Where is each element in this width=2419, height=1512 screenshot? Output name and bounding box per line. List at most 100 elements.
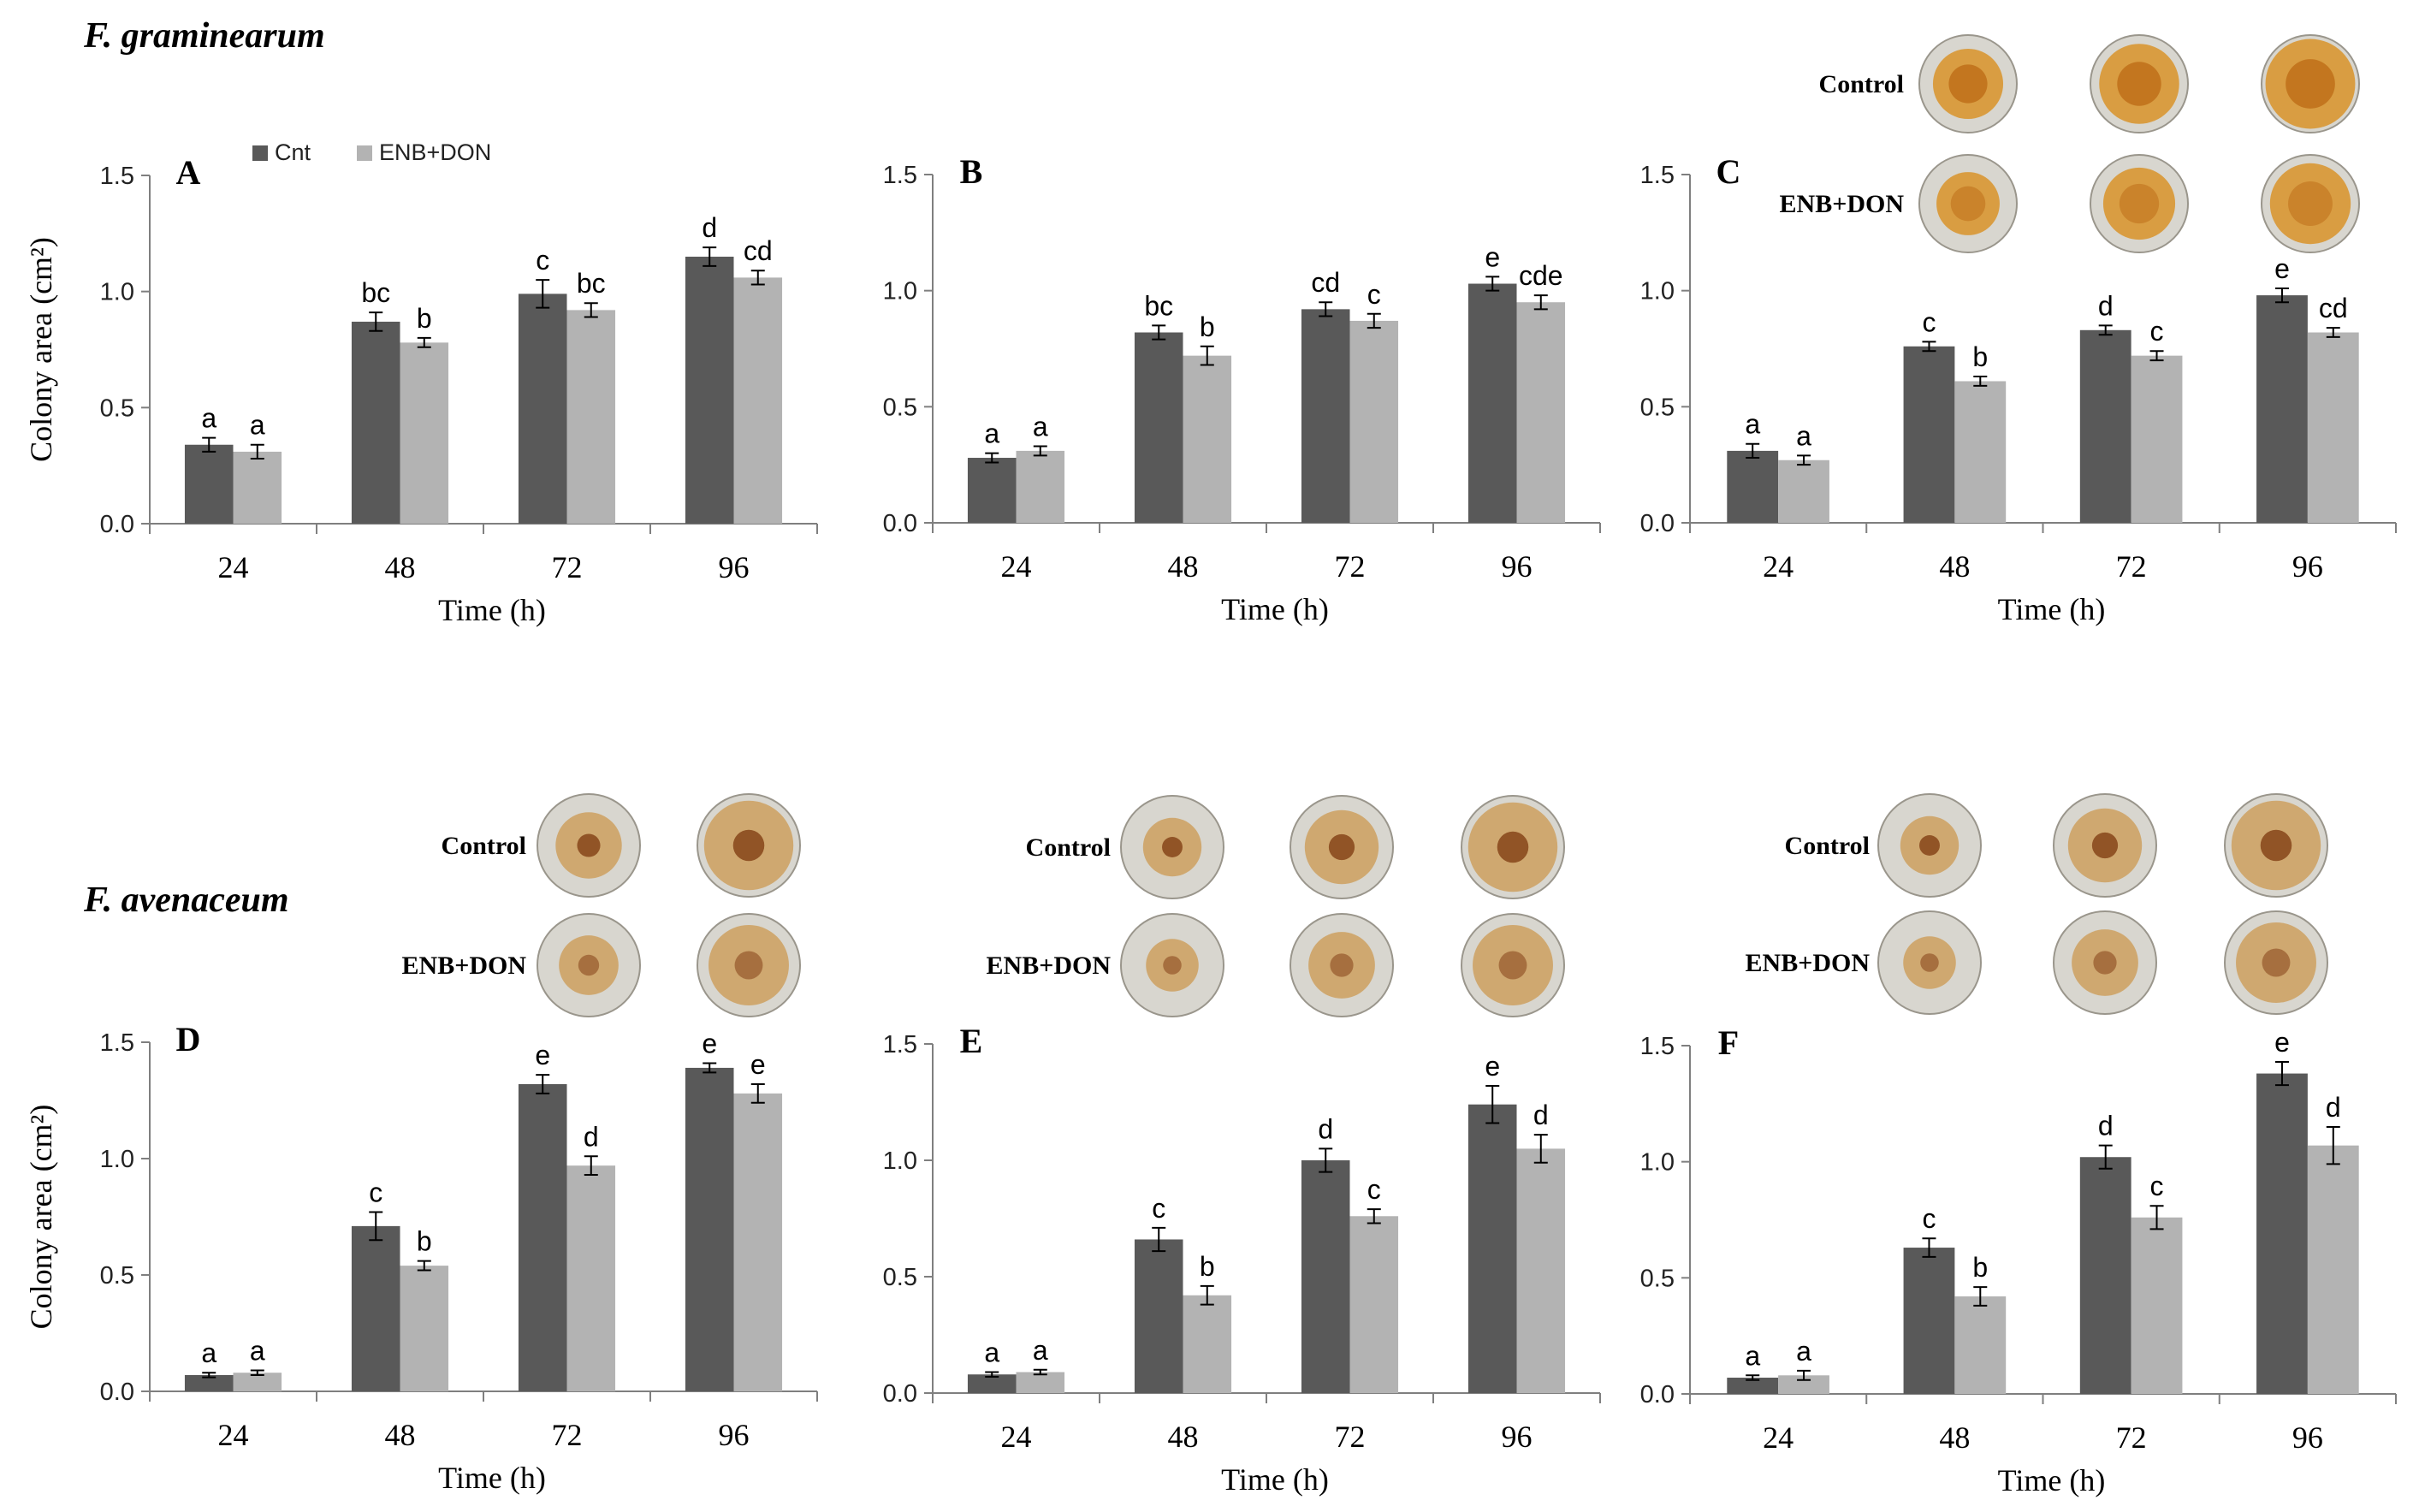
bar-cnt — [685, 256, 734, 524]
significance-letter: c — [1152, 1193, 1165, 1224]
colony-dish-control — [1461, 795, 1565, 899]
y-tick-label: 0.5 — [883, 1264, 917, 1291]
colony-dish-control — [1877, 793, 1982, 898]
x-tick-label: 48 — [385, 1418, 416, 1452]
bar-enb-don — [2131, 355, 2183, 523]
dish-label-control: Control — [1026, 833, 1111, 862]
colony-dish-control — [1290, 795, 1394, 899]
y-tick-label: 0.5 — [1640, 1265, 1675, 1292]
colony-dish-enb-don — [2053, 910, 2157, 1015]
significance-letter: b — [1200, 311, 1215, 342]
x-axis-title: Time (h) — [438, 593, 546, 627]
significance-letter: c — [2150, 1171, 2164, 1201]
significance-letter: cd — [2319, 293, 2348, 323]
significance-letter: c — [1367, 279, 1381, 310]
x-tick-label: 96 — [1502, 1420, 1533, 1454]
x-tick-label: 72 — [1335, 1420, 1366, 1454]
bar-cnt — [1134, 332, 1183, 523]
y-tick-label: 1.5 — [1640, 162, 1675, 189]
x-tick-label: 72 — [1335, 549, 1366, 584]
bar-enb-don — [1183, 1295, 1232, 1393]
x-tick-label: 48 — [385, 550, 416, 584]
bar-cnt — [967, 1374, 1017, 1393]
colony-center — [2119, 183, 2160, 224]
chart-panel-f: 0.0 0.5 1.0 1.5 24 48 72 96 Time (h) Fa c d e a b c d Con… — [1640, 793, 2397, 1497]
bar-cnt — [1301, 309, 1350, 523]
x-tick-label: 24 — [1001, 1420, 1032, 1454]
significance-letter: cd — [744, 235, 773, 266]
significance-letter: cd — [1311, 267, 1340, 298]
bar-cnt — [1727, 450, 1779, 523]
y-tick-label: 0.0 — [883, 510, 917, 537]
bar-enb-don — [1349, 1216, 1399, 1393]
colony-dish-control — [2090, 34, 2189, 133]
x-axis-title: Time (h) — [1221, 1462, 1329, 1497]
significance-letter: d — [702, 212, 717, 243]
x-tick-label: 72 — [552, 1418, 583, 1452]
panel-letter: F — [1718, 1023, 1739, 1062]
bar-cnt — [184, 1374, 234, 1391]
bar-enb-don — [733, 1093, 783, 1391]
bar-cnt — [1903, 1248, 1955, 1394]
significance-letter: e — [1485, 1051, 1500, 1082]
y-tick-label: 0.0 — [883, 1380, 917, 1408]
bar-enb-don — [1516, 302, 1566, 523]
colony-center — [1920, 953, 1939, 972]
y-tick-label: 0.5 — [100, 394, 134, 422]
colony-dish-control — [2261, 34, 2360, 133]
chart-panel-d: 0.0 0.5 1.0 1.5 24 48 72 96 Time (h) Colony area … — [24, 793, 818, 1495]
x-axis-title: Time (h) — [1221, 592, 1329, 626]
dish-label-enb-don: ENB+DON — [1746, 949, 1871, 977]
colony-center — [2288, 181, 2333, 226]
significance-letter: b — [1972, 1252, 1988, 1283]
colony-center — [1919, 835, 1940, 856]
bar-enb-don — [2131, 1217, 2183, 1394]
bar-cnt — [351, 321, 400, 524]
significance-letter: b — [417, 303, 432, 334]
y-tick-label: 1.0 — [883, 278, 917, 305]
bar-cnt — [1903, 346, 1955, 523]
significance-letter: cde — [1519, 260, 1563, 291]
colony-dish-enb-don — [1120, 913, 1224, 1017]
significance-letter: e — [702, 1028, 717, 1058]
colony-dish-enb-don — [1918, 154, 2018, 253]
bar-cnt — [351, 1225, 400, 1391]
bar-enb-don — [566, 1165, 616, 1391]
x-tick-label: 96 — [1502, 549, 1533, 584]
colony-center — [2093, 951, 2117, 975]
colony-center — [1163, 956, 1182, 975]
y-tick-label: 0.0 — [1640, 510, 1675, 537]
colony-center — [734, 951, 763, 980]
dish-label-control: Control — [1819, 70, 1904, 98]
significance-letter: c — [2150, 316, 2164, 347]
bar-enb-don — [733, 277, 783, 524]
panel-letter: B — [960, 152, 983, 191]
colony-center — [2260, 829, 2292, 862]
significance-letter: bc — [1144, 290, 1173, 321]
y-tick-label: 1.0 — [1640, 1149, 1675, 1177]
bar-cnt — [967, 458, 1017, 523]
significance-letter: e — [750, 1049, 766, 1080]
panel-letter: C — [1716, 152, 1741, 191]
significance-letter: a — [1033, 411, 1048, 442]
colony-dish-enb-don — [2261, 154, 2360, 253]
colony-dish-control — [537, 793, 641, 898]
y-tick-label: 0.5 — [1640, 394, 1675, 421]
y-axis-title: Colony area (cm²) — [24, 237, 58, 462]
significance-letter: e — [2274, 1027, 2290, 1058]
x-axis-title: Time (h) — [1998, 1463, 2106, 1497]
bar-cnt — [2256, 1073, 2308, 1394]
bar-cnt — [2079, 1157, 2131, 1394]
y-tick-label: 0.0 — [100, 1379, 134, 1406]
bar-cnt — [685, 1067, 734, 1391]
colony-dish-enb-don — [2224, 910, 2328, 1015]
x-tick-label: 96 — [2292, 1420, 2323, 1455]
colony-center — [578, 954, 600, 976]
bar-enb-don — [400, 1266, 449, 1391]
colony-dish-enb-don — [697, 913, 801, 1017]
colony-dish-control — [697, 793, 801, 898]
y-tick-label: 1.5 — [883, 1031, 917, 1058]
bar-enb-don — [1778, 460, 1829, 523]
